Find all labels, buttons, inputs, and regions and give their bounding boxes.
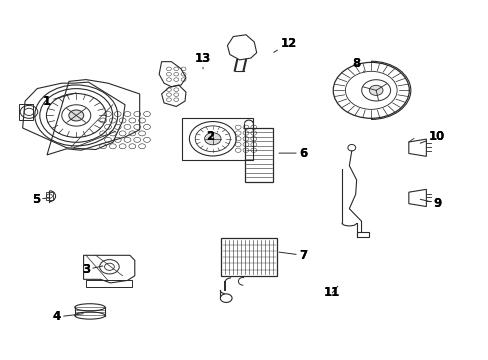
Text: 2: 2 bbox=[206, 130, 214, 144]
Text: 8: 8 bbox=[352, 57, 364, 72]
Text: 7: 7 bbox=[298, 249, 306, 262]
Text: 11: 11 bbox=[324, 286, 340, 300]
Text: 9: 9 bbox=[432, 197, 440, 210]
Circle shape bbox=[204, 133, 221, 145]
Text: 10: 10 bbox=[428, 130, 444, 144]
Text: 1: 1 bbox=[43, 93, 76, 108]
Text: 6: 6 bbox=[278, 147, 306, 159]
Text: 10: 10 bbox=[419, 130, 444, 144]
Text: 4: 4 bbox=[53, 310, 61, 324]
Text: 5: 5 bbox=[32, 193, 40, 206]
Text: 4: 4 bbox=[53, 310, 83, 324]
Text: 3: 3 bbox=[82, 263, 102, 276]
Text: 1: 1 bbox=[43, 95, 51, 108]
Text: 6: 6 bbox=[298, 147, 306, 159]
Circle shape bbox=[69, 110, 83, 121]
Text: 12: 12 bbox=[273, 37, 296, 52]
Circle shape bbox=[368, 85, 382, 95]
Text: 7: 7 bbox=[278, 249, 306, 262]
Text: 5: 5 bbox=[32, 193, 49, 206]
Text: 12: 12 bbox=[280, 37, 296, 50]
Text: 11: 11 bbox=[324, 287, 340, 300]
Text: 13: 13 bbox=[195, 51, 211, 69]
Text: 9: 9 bbox=[420, 197, 440, 210]
Text: 8: 8 bbox=[352, 57, 360, 70]
Text: 2: 2 bbox=[206, 130, 217, 144]
Text: 3: 3 bbox=[82, 263, 90, 276]
Text: 13: 13 bbox=[195, 51, 211, 64]
